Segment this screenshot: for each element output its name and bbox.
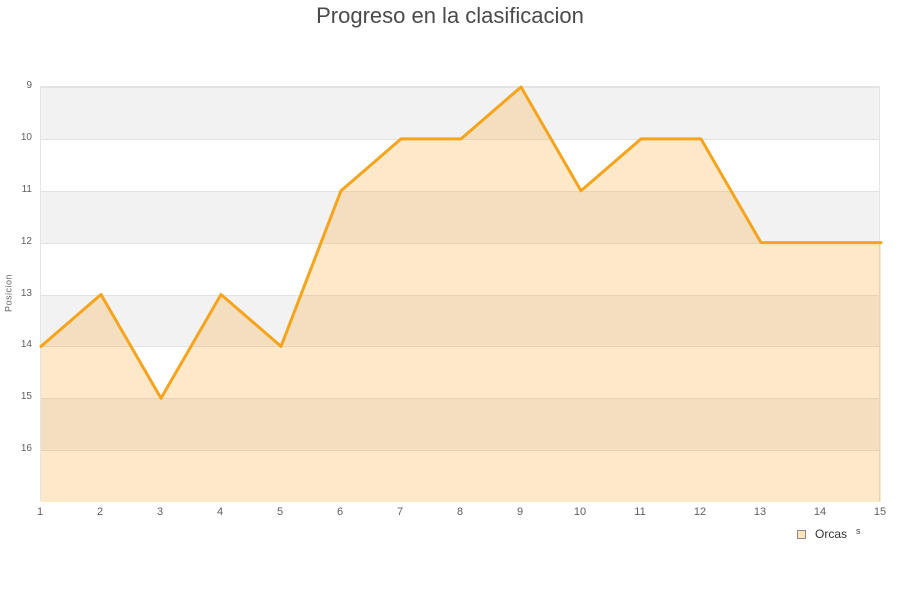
plot-band bbox=[41, 190, 879, 243]
y-tick-label: 14 bbox=[20, 339, 32, 351]
y-tick-label: 13 bbox=[20, 287, 32, 299]
x-tick-label: 9 bbox=[516, 506, 524, 518]
y-tick-label: 12 bbox=[20, 235, 32, 247]
series-line[interactable] bbox=[39, 85, 883, 400]
x-tick-label: 12 bbox=[693, 506, 707, 518]
x-tick-label: 5 bbox=[276, 506, 284, 518]
plot-band bbox=[41, 294, 879, 347]
x-tick-label: 10 bbox=[573, 506, 587, 518]
x-tick-label: 8 bbox=[456, 506, 464, 518]
y-tick-label: 15 bbox=[20, 391, 32, 403]
x-tick-label: 11 bbox=[634, 506, 646, 518]
x-tick-label: 3 bbox=[156, 506, 164, 518]
x-tick-label: 6 bbox=[336, 506, 344, 518]
series-fill bbox=[41, 87, 881, 502]
gridline bbox=[41, 87, 879, 88]
y-tick-label: 10 bbox=[20, 131, 32, 143]
x-tick-label: 13 bbox=[753, 506, 767, 518]
gridline bbox=[41, 242, 879, 244]
gridline bbox=[41, 346, 879, 348]
plot-band bbox=[41, 138, 879, 191]
plot-band bbox=[41, 346, 879, 399]
gridline bbox=[41, 190, 879, 192]
x-tick-label: 7 bbox=[396, 506, 404, 518]
gridline bbox=[41, 294, 879, 296]
plot-band bbox=[41, 450, 879, 502]
y-tick-label: 11 bbox=[21, 183, 32, 195]
gridline bbox=[41, 450, 879, 452]
legend-swatch-icon bbox=[797, 529, 806, 539]
area-series bbox=[39, 85, 883, 502]
x-tick-label: 14 bbox=[813, 506, 827, 518]
x-tick-label: 15 bbox=[873, 506, 887, 518]
legend-superscript: s bbox=[856, 526, 861, 536]
plot-area bbox=[39, 85, 883, 502]
plot-band bbox=[41, 242, 879, 295]
x-tick-label: 4 bbox=[216, 506, 224, 518]
gridline bbox=[41, 398, 879, 400]
plot-band bbox=[41, 87, 879, 139]
legend-label: Orcas bbox=[815, 527, 848, 541]
plot-band bbox=[41, 398, 879, 451]
chart-title: Progreso en la clasificacion bbox=[316, 3, 584, 28]
legend-item-orcas[interactable]: Orcas s bbox=[797, 526, 861, 542]
y-tick-label: 16 bbox=[20, 443, 32, 455]
x-tick-label: 2 bbox=[96, 506, 104, 518]
y-tick-label: 9 bbox=[26, 80, 32, 91]
x-tick-label: 1 bbox=[36, 506, 44, 518]
